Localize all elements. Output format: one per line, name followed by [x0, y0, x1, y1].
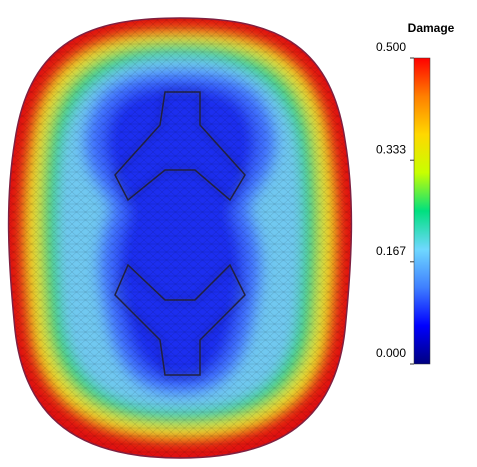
- colorbar-scale: [413, 57, 431, 365]
- colorbar: 0.000 0.167 0.333 0.500: [376, 40, 431, 365]
- damage-field: [8, 18, 352, 458]
- colorbar-title: Damage: [408, 21, 455, 35]
- colorbar-tick-label: 0.333: [376, 142, 406, 156]
- colorbar-tick-label: 0.167: [376, 244, 406, 258]
- colorbar-tick-label: 0.000: [376, 346, 406, 360]
- colorbar-tick-label: 0.500: [376, 40, 406, 54]
